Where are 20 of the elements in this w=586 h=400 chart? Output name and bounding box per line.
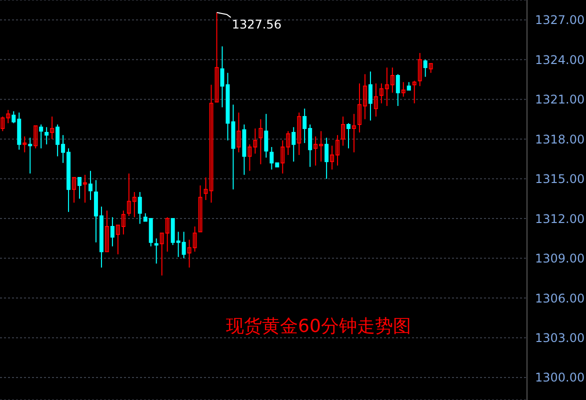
candlestick xyxy=(28,138,32,174)
y-tick-label: 1303.00 xyxy=(535,331,585,346)
candlestick xyxy=(214,12,219,102)
y-tick-label: 1315.00 xyxy=(535,172,585,186)
y-tick-label: 1312.00 xyxy=(535,212,585,226)
candlestick xyxy=(34,125,38,148)
candlestick xyxy=(72,176,76,203)
candlestick xyxy=(104,210,109,252)
y-tick-label: 1318.00 xyxy=(535,132,585,146)
candlestick xyxy=(50,116,54,140)
y-tick-label: 1324.00 xyxy=(535,52,585,67)
annotation: 1327.56 xyxy=(232,17,282,32)
y-tick-label: 1327.00 xyxy=(535,13,585,28)
y-tick-label: 1300.00 xyxy=(535,370,585,385)
y-tick-label: 1309.00 xyxy=(535,252,585,266)
candlestick xyxy=(412,80,416,104)
text: 现货黄金60分钟走势图 xyxy=(226,315,411,338)
candlestick xyxy=(198,185,202,232)
y-tick-label: 1306.00 xyxy=(535,291,585,306)
y-tick-label: 1321.00 xyxy=(535,92,585,107)
